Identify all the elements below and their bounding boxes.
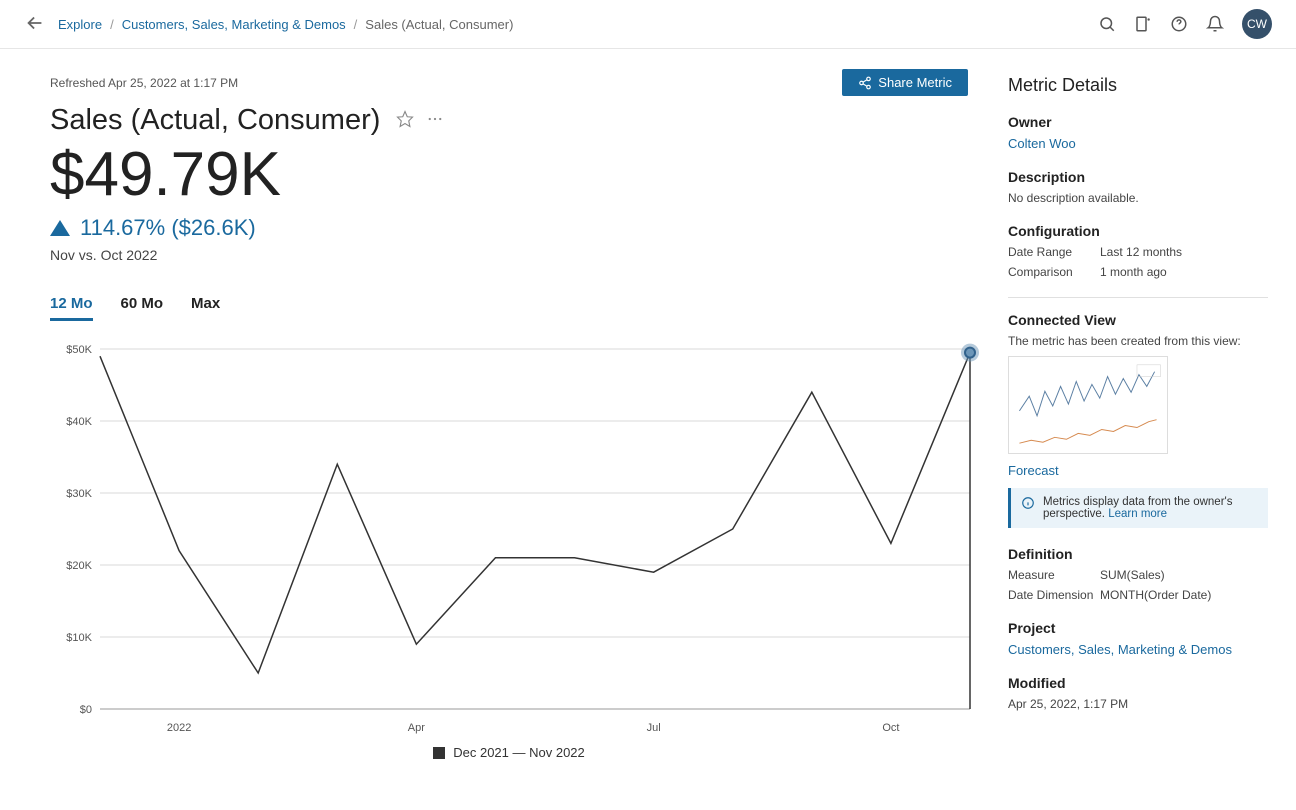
svg-text:$40K: $40K (66, 416, 92, 428)
tab-max[interactable]: Max (191, 295, 220, 321)
bell-icon[interactable] (1206, 15, 1224, 33)
chart[interactable]: $50K $40K $30K $20K $10K $0 2022 Apr Jul Oct (50, 339, 980, 739)
page-title: Sales (Actual, Consumer) (50, 104, 380, 137)
svg-text:$0: $0 (80, 704, 92, 716)
refresh-row: Refreshed Apr 25, 2022 at 1:17 PM Share … (50, 69, 968, 96)
title-row: Sales (Actual, Consumer) (50, 104, 968, 137)
svg-text:$20K: $20K (66, 560, 92, 572)
compare-label: Nov vs. Oct 2022 (50, 247, 968, 263)
search-icon[interactable] (1098, 15, 1116, 33)
side-panel: Metric Details Owner Colten Woo Descript… (1008, 69, 1268, 760)
connected-section: Connected View The metric has been creat… (1008, 312, 1268, 528)
top-right: CW (1098, 9, 1272, 39)
legend-label: Dec 2021 — Nov 2022 (453, 745, 585, 760)
description-label: Description (1008, 169, 1268, 185)
config-label: Configuration (1008, 223, 1268, 239)
svg-text:$10K: $10K (66, 632, 92, 644)
config-comparison: Comparison1 month ago (1008, 265, 1268, 279)
info-text: Metrics display data from the owner's pe… (1043, 496, 1258, 520)
owner-label: Owner (1008, 114, 1268, 130)
definition-section: Definition MeasureSUM(Sales) Date Dimens… (1008, 546, 1268, 602)
config-section: Configuration Date RangeLast 12 months C… (1008, 223, 1268, 279)
metric-value: $49.79K (50, 141, 968, 209)
owner-link[interactable]: Colten Woo (1008, 136, 1268, 151)
breadcrumb-sep: / (354, 17, 358, 32)
project-section: Project Customers, Sales, Marketing & De… (1008, 620, 1268, 657)
svg-text:Jul: Jul (647, 722, 661, 734)
up-arrow-icon (50, 220, 70, 236)
project-label: Project (1008, 620, 1268, 636)
info-icon (1021, 496, 1035, 520)
legend-swatch (433, 747, 445, 759)
project-link[interactable]: Customers, Sales, Marketing & Demos (1008, 642, 1268, 657)
delta-text: 114.67% ($26.6K) (80, 215, 256, 241)
chart-legend: Dec 2021 — Nov 2022 (50, 745, 968, 760)
more-icon[interactable] (426, 110, 444, 131)
svg-text:Apr: Apr (408, 722, 425, 734)
title-actions (396, 110, 444, 131)
star-icon[interactable] (396, 110, 414, 131)
description-text: No description available. (1008, 191, 1268, 205)
avatar[interactable]: CW (1242, 9, 1272, 39)
modified-section: Modified Apr 25, 2022, 1:17 PM (1008, 675, 1268, 711)
owner-section: Owner Colten Woo (1008, 114, 1268, 151)
def-datedim: Date DimensionMONTH(Order Date) (1008, 588, 1268, 602)
share-metric-button[interactable]: Share Metric (842, 69, 968, 96)
top-left: Explore / Customers, Sales, Marketing & … (24, 12, 513, 37)
refreshed-text: Refreshed Apr 25, 2022 at 1:17 PM (50, 76, 238, 90)
main-panel: Refreshed Apr 25, 2022 at 1:17 PM Share … (50, 69, 968, 760)
delta-row: 114.67% ($26.6K) (50, 215, 968, 241)
page-body: Refreshed Apr 25, 2022 at 1:17 PM Share … (0, 49, 1296, 760)
connected-view-thumb[interactable] (1008, 356, 1168, 454)
svg-text:2022: 2022 (167, 722, 191, 734)
back-icon[interactable] (24, 12, 46, 37)
breadcrumb: Explore / Customers, Sales, Marketing & … (58, 17, 513, 32)
svg-text:$30K: $30K (66, 488, 92, 500)
line-chart-svg: $50K $40K $30K $20K $10K $0 2022 Apr Jul Oct (50, 339, 980, 739)
def-measure: MeasureSUM(Sales) (1008, 568, 1268, 582)
modified-label: Modified (1008, 675, 1268, 691)
config-daterange: Date RangeLast 12 months (1008, 245, 1268, 259)
definition-label: Definition (1008, 546, 1268, 562)
range-tabs: 12 Mo 60 Mo Max (50, 295, 968, 321)
info-banner: Metrics display data from the owner's pe… (1008, 488, 1268, 528)
note-icon[interactable] (1134, 15, 1152, 33)
modified-text: Apr 25, 2022, 1:17 PM (1008, 697, 1268, 711)
learn-more-link[interactable]: Learn more (1108, 508, 1167, 520)
help-icon[interactable] (1170, 15, 1188, 33)
side-title: Metric Details (1008, 75, 1268, 96)
tab-60mo[interactable]: 60 Mo (121, 295, 164, 321)
breadcrumb-explore[interactable]: Explore (58, 17, 102, 32)
top-bar: Explore / Customers, Sales, Marketing & … (0, 0, 1296, 48)
side-divider (1008, 297, 1268, 298)
breadcrumb-current: Sales (Actual, Consumer) (365, 17, 513, 32)
breadcrumb-parent[interactable]: Customers, Sales, Marketing & Demos (122, 17, 346, 32)
breadcrumb-sep: / (110, 17, 114, 32)
share-metric-label: Share Metric (878, 75, 952, 90)
connected-label: Connected View (1008, 312, 1268, 328)
description-section: Description No description available. (1008, 169, 1268, 205)
tab-12mo[interactable]: 12 Mo (50, 295, 93, 321)
svg-text:$50K: $50K (66, 344, 92, 356)
connected-text: The metric has been created from this vi… (1008, 334, 1268, 348)
forecast-link[interactable]: Forecast (1008, 463, 1268, 478)
svg-text:Oct: Oct (882, 722, 899, 734)
